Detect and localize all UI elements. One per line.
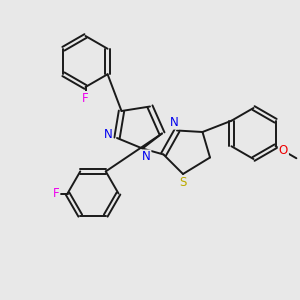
Text: S: S xyxy=(179,176,187,190)
Text: F: F xyxy=(82,92,89,105)
Text: N: N xyxy=(142,150,151,164)
Text: F: F xyxy=(53,187,59,200)
Text: O: O xyxy=(279,144,288,157)
Text: N: N xyxy=(169,116,178,129)
Text: N: N xyxy=(103,128,112,142)
